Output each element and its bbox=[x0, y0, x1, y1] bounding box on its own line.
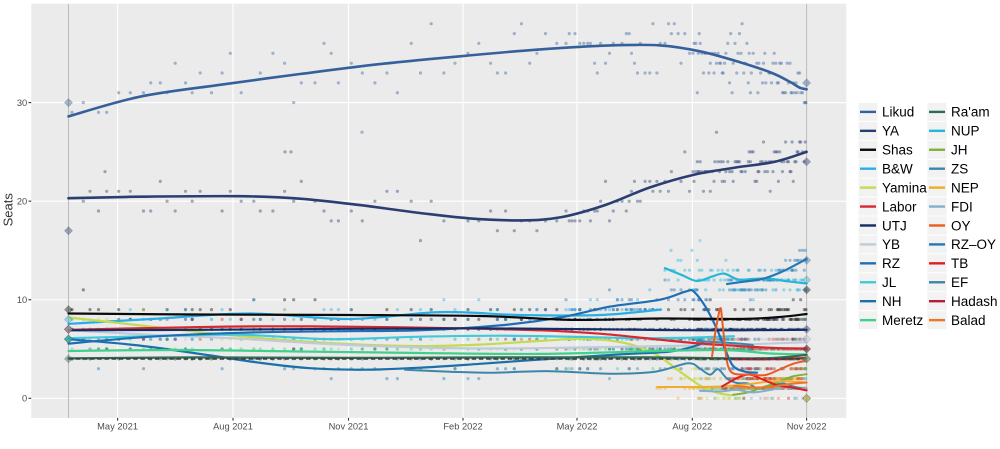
svg-text:UTJ: UTJ bbox=[882, 218, 907, 233]
svg-text:EF: EF bbox=[951, 275, 968, 290]
svg-text:Nov 2021: Nov 2021 bbox=[329, 421, 369, 431]
svg-text:NUP: NUP bbox=[951, 124, 980, 139]
svg-text:RZ–OY: RZ–OY bbox=[951, 237, 996, 252]
svg-text:Nov 2022: Nov 2022 bbox=[787, 421, 827, 431]
svg-text:May 2021: May 2021 bbox=[97, 421, 138, 431]
svg-text:10: 10 bbox=[17, 295, 27, 305]
svg-text:30: 30 bbox=[17, 98, 27, 108]
svg-text:20: 20 bbox=[17, 196, 27, 206]
svg-text:JL: JL bbox=[882, 275, 897, 290]
svg-text:YA: YA bbox=[882, 124, 899, 139]
svg-text:B&W: B&W bbox=[882, 161, 913, 176]
svg-text:Balad: Balad bbox=[951, 313, 986, 328]
svg-text:Aug 2021: Aug 2021 bbox=[213, 421, 253, 431]
svg-text:YB: YB bbox=[882, 237, 900, 252]
svg-text:OY: OY bbox=[951, 218, 971, 233]
svg-text:Hadash: Hadash bbox=[951, 294, 998, 309]
svg-text:RZ: RZ bbox=[882, 256, 900, 271]
svg-text:TB: TB bbox=[951, 256, 968, 271]
svg-text:0: 0 bbox=[22, 394, 27, 404]
svg-text:May 2022: May 2022 bbox=[557, 421, 598, 431]
svg-text:ZS: ZS bbox=[951, 161, 968, 176]
svg-text:NEP: NEP bbox=[951, 180, 979, 195]
svg-text:NH: NH bbox=[882, 294, 902, 309]
svg-text:Aug 2022: Aug 2022 bbox=[672, 421, 712, 431]
svg-text:Ra'am: Ra'am bbox=[951, 105, 990, 120]
svg-text:Yamina: Yamina bbox=[882, 180, 927, 195]
svg-text:Meretz: Meretz bbox=[882, 313, 924, 328]
svg-text:Likud: Likud bbox=[882, 105, 914, 120]
svg-text:Shas: Shas bbox=[882, 143, 913, 158]
svg-text:Seats: Seats bbox=[0, 193, 15, 227]
svg-text:Feb 2022: Feb 2022 bbox=[443, 421, 482, 431]
svg-text:JH: JH bbox=[951, 143, 968, 158]
svg-text:Labor: Labor bbox=[882, 199, 917, 214]
svg-text:FDI: FDI bbox=[951, 199, 973, 214]
